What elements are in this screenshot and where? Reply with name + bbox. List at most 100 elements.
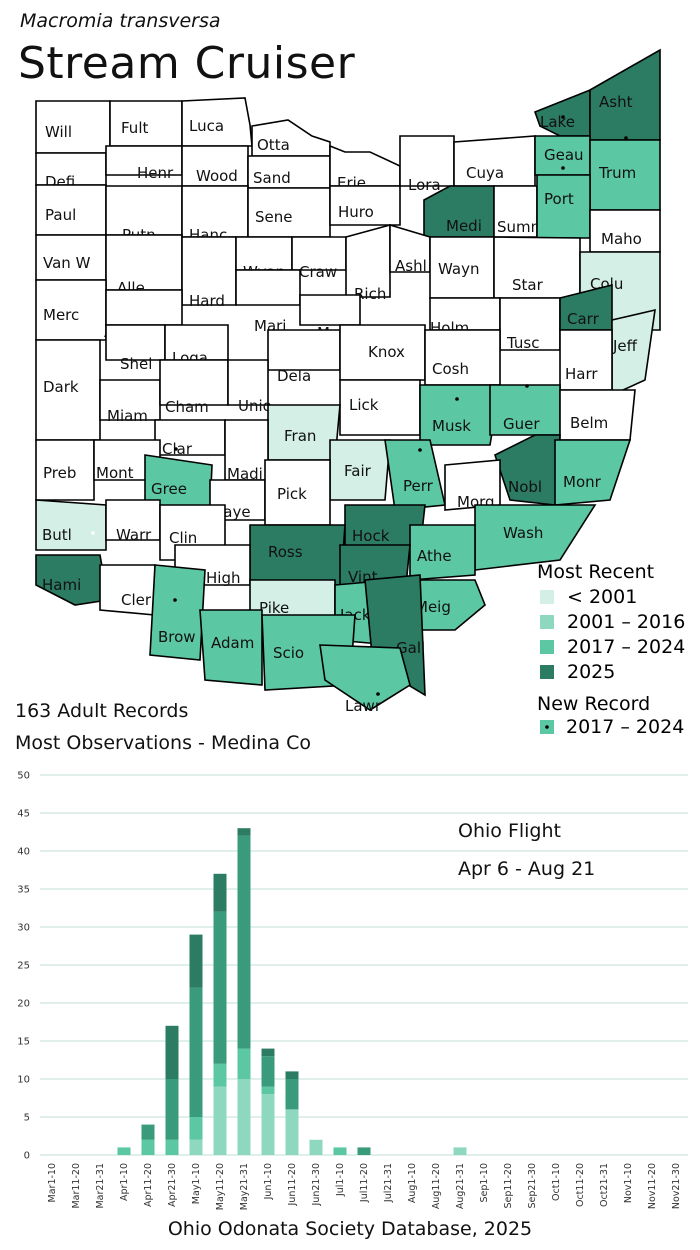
county-wayn: Wayn (429, 236, 495, 299)
new-record-dot-trum (624, 136, 628, 140)
county-label-merc: Merc (43, 306, 79, 324)
county-label-perr: Perr (403, 477, 434, 495)
bar-jun1-10-s0 (261, 1094, 275, 1155)
bar-jun11-20-s0 (285, 1109, 299, 1155)
county-label-dark: Dark (43, 378, 79, 396)
bar-apr21-30-s2 (165, 1079, 179, 1140)
county-label-fult: Fult (121, 119, 148, 137)
x-tick-jun21-30: Jun21-30 (311, 1163, 322, 1206)
x-tick-sep21-30: Sep21-30 (527, 1163, 538, 1209)
county-guer: Guer (489, 384, 561, 436)
county-tusc: Tusc (499, 297, 561, 352)
county-mari: Mari (235, 269, 301, 335)
county-medi: Medi (423, 185, 495, 238)
county-label-ross: Ross (268, 543, 303, 561)
county-label-guer: Guer (503, 415, 540, 433)
bar-jun1-10-s2 (261, 1056, 275, 1087)
adult-records-count: 163 Adult Records (15, 700, 189, 722)
legend-swatch-2025 (540, 665, 554, 679)
county-label-tusc: Tusc (506, 334, 539, 352)
county-label-cosh: Cosh (432, 360, 469, 378)
county-label-paul: Paul (45, 206, 76, 224)
bar-may11-20-s0 (213, 1086, 227, 1155)
county-label-preb: Preb (43, 464, 76, 482)
county-label-rich: Rich (354, 285, 386, 303)
county-label-harr: Harr (565, 365, 598, 383)
county-miam: Miam (99, 379, 161, 425)
x-tick-nov11-20: Nov11-20 (647, 1163, 658, 1209)
bar-may21-31-s1 (237, 1048, 251, 1079)
county-merc: Merc (35, 279, 107, 341)
county-label-geau: Geau (544, 146, 584, 164)
county-label-pick: Pick (277, 485, 307, 503)
bar-may21-31-s2 (237, 835, 251, 1049)
county-label-jeff: Jeff (612, 337, 638, 355)
county-jeff: Jeff (611, 308, 656, 397)
county-craw: Craw (291, 236, 347, 281)
county-erie: Erie (329, 144, 401, 192)
county-label-warr: Warr (116, 526, 152, 544)
y-tick-25: 25 (17, 961, 30, 972)
county-belm: Belm (559, 389, 636, 441)
county-dark: Dark (35, 339, 101, 441)
y-tick-5: 5 (24, 1113, 30, 1124)
county-label-hard: Hard (189, 292, 225, 310)
county-label-sand: Sand (253, 169, 291, 187)
bar-apr11-20-s2 (141, 1124, 155, 1140)
county-lora: Lora (399, 135, 455, 194)
county-label-cham: Cham (165, 398, 209, 416)
county-wood: Wood (181, 145, 249, 187)
new-record-dot-port (561, 166, 565, 170)
county-maho: Maho (589, 209, 661, 253)
x-tick-may11-20: May11-20 (215, 1163, 226, 1210)
county-asht: Asht (589, 48, 661, 141)
county-label-nobl: Nobl (508, 478, 542, 496)
flight-title: Ohio Flight (458, 820, 561, 842)
county-musk: Musk (419, 384, 501, 446)
bar-jul11-20-s2 (357, 1147, 371, 1155)
bar-may11-20-s1 (213, 1063, 227, 1087)
bar-aug21-31-s0 (453, 1147, 467, 1155)
county-meig: Meig (404, 579, 486, 631)
legend-swatch-pre2001 (540, 590, 554, 604)
county-lick: Lick (339, 379, 421, 436)
county-nobl: Nobl (494, 434, 561, 506)
county-label-unio: Unio (238, 397, 272, 415)
x-tick-aug11-20: Aug11-20 (431, 1163, 442, 1209)
county-fran: Fran (267, 404, 341, 461)
county-knox: Knox (339, 324, 426, 381)
chart-bars (117, 828, 467, 1155)
most-observations: Most Observations - Medina Co (15, 732, 311, 754)
county-label-clin: Clin (169, 529, 197, 547)
x-tick-oct1-10: Oct1-10 (551, 1163, 562, 1201)
county-pike: Pike (249, 579, 336, 621)
county-label-adam: Adam (211, 634, 254, 652)
county-cham: Cham (159, 359, 229, 416)
county-label-star: Star (512, 276, 544, 294)
new-record-dot-geau (561, 115, 565, 119)
y-tick-45: 45 (17, 809, 30, 820)
bar-jun1-10-s3 (261, 1048, 275, 1057)
legend-item-pre2001: < 2001 (567, 586, 637, 608)
x-tick-mar11-20: Mar11-20 (71, 1163, 82, 1209)
county-monr: Monr (554, 439, 632, 506)
county-lawr: Lawr (319, 644, 411, 715)
county-clar: Clar (154, 419, 226, 458)
county-label-wood: Wood (196, 167, 238, 185)
flight-range: Apr 6 - Aug 21 (458, 858, 596, 880)
county-label-madi: Madi (227, 465, 263, 483)
legend-new-item-2017-2024: 2017 – 2024 (566, 716, 684, 738)
county-unio: Unio (227, 359, 272, 415)
county-trum: Trum (589, 136, 661, 211)
county-label-will: Will (45, 123, 72, 141)
county-label-lora: Lora (408, 176, 441, 194)
chart-grid: 0 5 10 15 20 25 30 35 40 45 50 (17, 771, 688, 1162)
county-harr: Harr (559, 329, 613, 391)
x-tick-jul1-10: Jul1-10 (335, 1163, 346, 1197)
county-rich: Rich (345, 223, 391, 303)
county-label-cuya: Cuya (466, 164, 504, 182)
county-luca: Luca (181, 97, 253, 147)
county-label-fair: Fair (344, 462, 372, 480)
county-pick: Pick (264, 459, 331, 526)
county-fair: Fair (329, 439, 391, 501)
